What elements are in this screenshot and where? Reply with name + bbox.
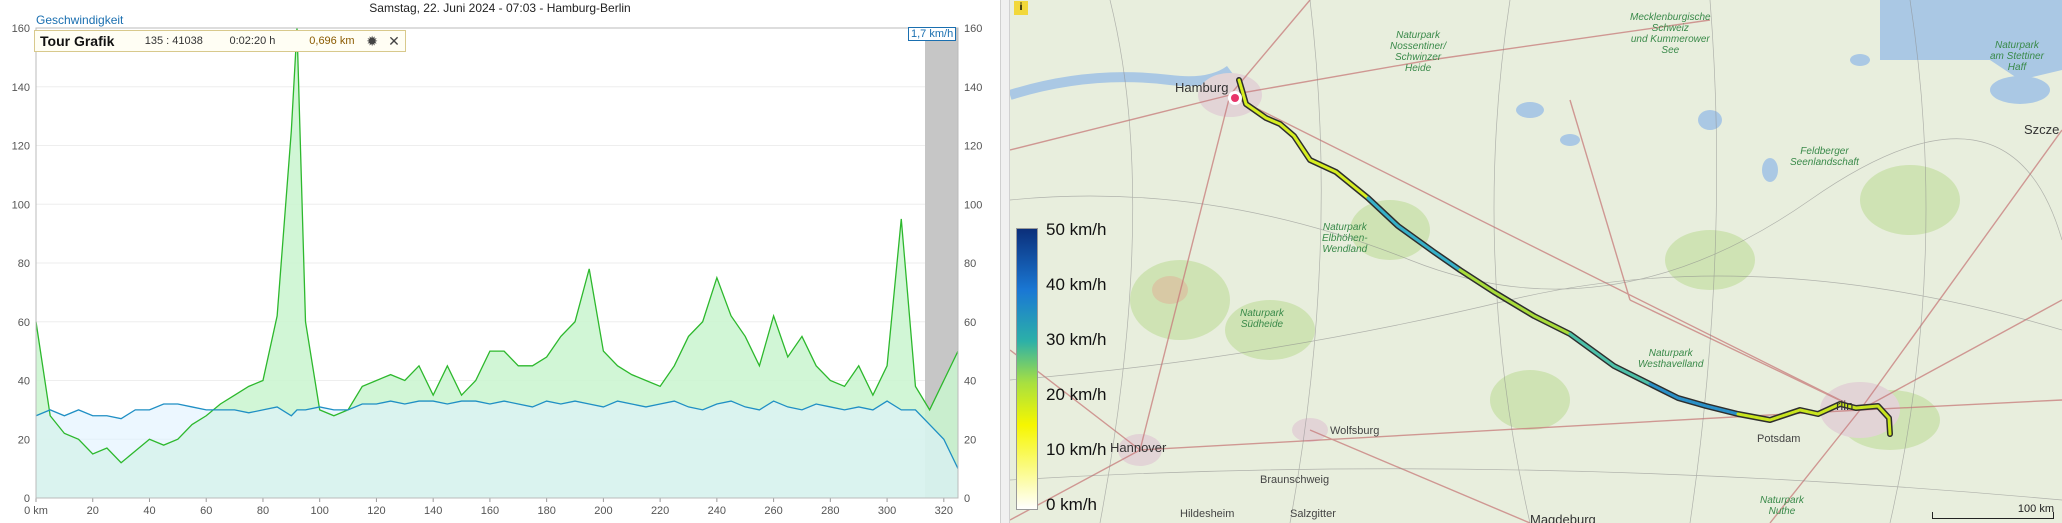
x-tick-label: 220 [651,505,669,517]
chart-title: Samstag, 22. Juni 2024 - 07:03 - Hamburg… [369,1,631,15]
park-stettiner: Naturpark am Stettiner Haff [1990,40,2044,73]
x-tick-label: 20 [87,505,99,517]
y-tick-label-left: 160 [12,23,30,35]
y-tick-label-right: 0 [964,493,970,505]
tour-duration: 0:02:20 h [229,35,276,47]
legend-label: 20 km/h [1046,385,1107,404]
tour-title: Tour Grafik [40,33,115,49]
park-mecklenburg: Mecklenburgische Schweiz und Kummerower … [1630,12,1711,56]
x-tick-label: 300 [878,505,896,517]
y-tick-label-right: 40 [964,376,976,388]
y-tick-label-left: 140 [12,82,30,94]
y-tick-label-right: 60 [964,317,976,329]
city-hamburg: Hamburg [1175,80,1229,95]
legend-label: 30 km/h [1046,330,1107,349]
park-nossentiner: Naturpark Nossentiner/ Schwinzer Heide [1390,30,1447,74]
map-svg[interactable] [1010,0,2062,523]
y-tick-label-left: 20 [18,434,30,446]
city-berlin: rlin [1836,398,1854,413]
tour-id: 135 : 41038 [144,35,203,47]
city-szczecin: Szcze [2024,122,2060,137]
city-braunschweig: Braunschweig [1260,474,1330,486]
y-tick-label-left: 100 [12,199,30,211]
close-icon[interactable]: ✕ [388,32,400,49]
y-tick-label-left: 120 [12,141,30,153]
y-tick-label-left: 60 [18,317,30,329]
splitter[interactable] [1000,0,1010,523]
x-tick-label: 280 [821,505,839,517]
city-salzgitter: Salzgitter [1290,508,1336,520]
series-label: Geschwindigkeit [36,13,124,27]
x-tick-label: 120 [367,505,385,517]
x-tick-label: 320 [935,505,953,517]
y-tick-label-left: 80 [18,258,30,270]
gear-icon[interactable]: ✹ [366,32,378,49]
series-area [36,401,958,498]
tour-distance: 0,696 km [309,35,355,47]
x-tick-label: 60 [200,505,212,517]
legend-label: 40 km/h [1046,275,1107,294]
park-westhavelland: Naturpark Westhavelland [1638,348,1704,370]
x-tick-label: 180 [537,505,555,517]
scale-label: 100 km [2017,503,2054,515]
series-area [36,28,958,498]
legend-label: 10 km/h [1046,440,1107,459]
x-tick-label: 80 [257,505,269,517]
x-tick-label: 100 [311,505,329,517]
park-nuthe: Naturpark Nuthe [1760,495,1804,517]
x-tick-label: 240 [708,505,726,517]
legend-gradient [1016,228,1038,510]
city-potsdam: Potsdam [1757,433,1801,445]
city-hildesheim: Hildesheim [1180,508,1235,520]
x-tick-label: 260 [764,505,782,517]
x-tick-label: 0 km [24,505,48,517]
park-suedheide: Naturpark Südheide [1240,308,1284,330]
x-tick-label: 40 [143,505,155,517]
x-tick-label: 140 [424,505,442,517]
city-magdeburg: Magdeburg [1530,512,1596,523]
y-tick-label-right: 120 [964,141,982,153]
y-tick-label-right: 20 [964,434,976,446]
speed-chart-panel: Samstag, 22. Juni 2024 - 07:03 - Hamburg… [0,0,1000,523]
x-tick-label: 160 [481,505,499,517]
y-tick-label-left: 40 [18,376,30,388]
y-tick-label-right: 100 [964,199,982,211]
city-wolfsburg: Wolfsburg [1330,425,1380,437]
tour-info-panel: Tour Grafik 135 : 41038 0:02:20 h 0,696 … [34,30,406,52]
park-feldberger: Feldberger Seenlandschaft [1790,146,1859,168]
y-tick-label-right: 140 [964,82,982,94]
y-tick-label-right: 160 [964,23,982,35]
scale-bar [1932,512,2054,519]
legend-label: 0 km/h [1046,495,1098,514]
info-icon[interactable]: i [1014,1,1028,15]
speed-legend: 50 km/h 40 km/h 30 km/h 20 km/h 10 km/h … [1010,220,1130,520]
series-line [35,400,959,469]
speed-readout: 1,7 km/h [908,27,957,41]
city-hannover: Hannover [1110,440,1167,455]
y-tick-label-left: 0 [24,493,30,505]
y-tick-label-right: 80 [964,258,976,270]
x-tick-label: 200 [594,505,612,517]
start-marker [1231,94,1239,102]
map-panel[interactable]: i Hamburg Hannover Wolfsburg Braunschwei… [1010,0,2062,523]
park-elbhoehen: Naturpark Elbhöhen- Wendland [1322,222,1368,255]
legend-label: 50 km/h [1046,220,1107,239]
series-line [35,27,959,464]
